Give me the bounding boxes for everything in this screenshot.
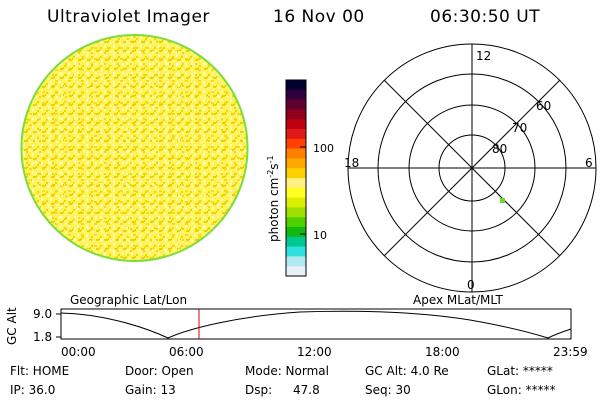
y-tick-bottom: 1.8 (33, 330, 53, 344)
colorbar-stripe (286, 99, 306, 110)
mlt-label-18: 18 (344, 156, 359, 170)
colorbar-stripe (286, 168, 306, 179)
status-seq: Seq: 30 (365, 383, 411, 397)
altitude-curve (60, 310, 572, 339)
date-label: 16 Nov 00 (273, 7, 365, 27)
status-ip: IP: 36.0 (10, 383, 56, 397)
mlat-label-70: 70 (512, 121, 527, 135)
polar-data-point (500, 198, 505, 203)
gc-alt-axis-label: GC Alt (5, 307, 19, 345)
colorbar-stripe (286, 256, 306, 267)
status-flt: Flt: HOME (10, 364, 70, 378)
colorbar-stripe (286, 138, 306, 150)
status-glon: GLon: ***** (487, 383, 556, 397)
colorbar-stripe (286, 197, 306, 208)
apex-mlat-mlt-label: Apex MLat/MLT (413, 293, 503, 307)
app-title: Ultraviolet Imager (47, 7, 210, 27)
colorbar-stripe (286, 148, 306, 159)
colorbar-stripe (286, 187, 306, 199)
colorbar-stripe (286, 119, 306, 130)
status-dsp-label: Dsp: (245, 383, 273, 397)
mlat-label-80: 80 (492, 142, 507, 156)
colorbar-stripe (286, 266, 306, 277)
x-tick-1200: 12:00 (297, 345, 332, 359)
colorbar-stripe (286, 89, 306, 101)
x-tick-1800: 18:00 (425, 345, 460, 359)
colorbar-stripe (286, 246, 306, 257)
mlt-label-12: 12 (476, 49, 491, 63)
colorbar-tick-10: 10 (313, 229, 327, 242)
colorbar-stripe (286, 207, 306, 218)
colorbar-stripe (286, 236, 306, 248)
status-gc-alt: GC Alt: 4.0 Re (365, 364, 449, 378)
colorbar-stripe (286, 80, 306, 91)
time-label: 06:30:50 UT (430, 7, 541, 27)
colorbar-stripe (286, 217, 306, 228)
colorbar-stripe (286, 109, 306, 120)
x-tick-2359: 23:59 (553, 345, 588, 359)
geographic-latlon-label: Geographic Lat/Lon (70, 293, 188, 307)
y-tick-top: 9.0 (33, 307, 53, 321)
status-mode: Mode: Normal (245, 364, 329, 378)
colorbar-stripe (286, 227, 306, 238)
colorbar-stripe (286, 129, 306, 140)
status-gain: Gain: 13 (125, 383, 176, 397)
colorbar-tick-100: 100 (313, 142, 334, 155)
mlat-label-60: 60 (536, 99, 551, 113)
mlt-label-6: 6 (585, 156, 593, 170)
status-dsp-value: 47.8 (293, 383, 320, 397)
x-tick-0000: 00:00 (61, 345, 96, 359)
colorbar-stripe (286, 178, 306, 189)
status-glat: GLat: ***** (487, 364, 553, 378)
mlt-label-0: 0 (467, 278, 475, 292)
x-tick-0600: 06:00 (169, 345, 204, 359)
colorbar-unit-label: photon cm-2s-1 (266, 155, 281, 242)
status-door: Door: Open (125, 364, 194, 378)
colorbar-stripe (286, 158, 306, 169)
